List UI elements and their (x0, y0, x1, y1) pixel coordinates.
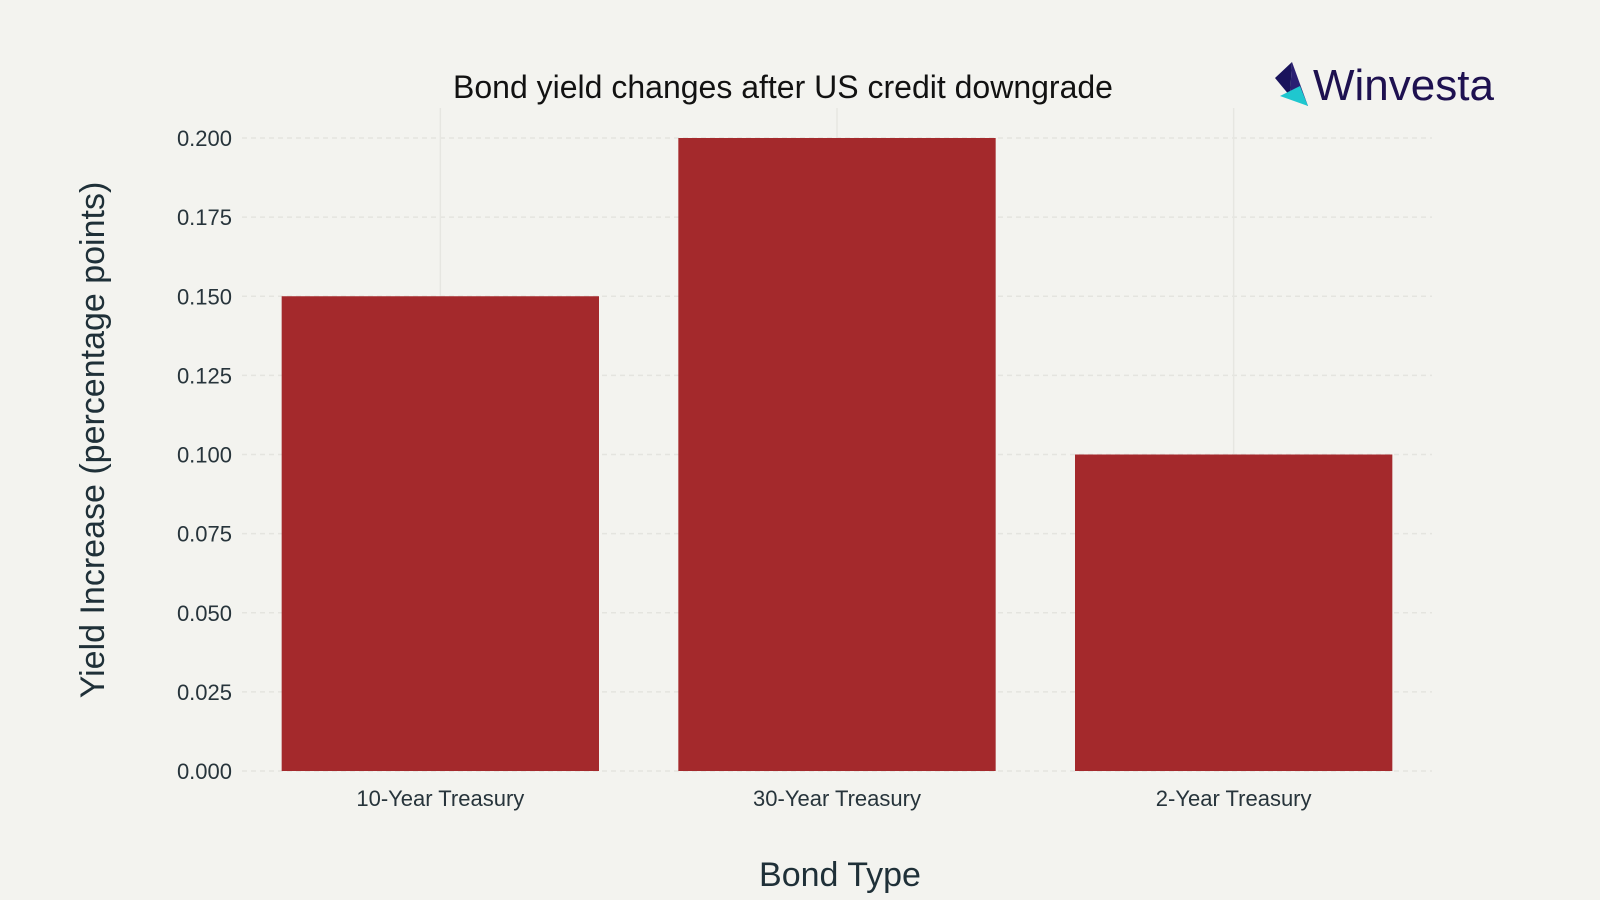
y-tick-label: 0.075 (177, 522, 232, 547)
brand-name: Winvesta (1313, 61, 1494, 110)
y-tick-label: 0.025 (177, 680, 232, 705)
y-tick-label: 0.050 (177, 601, 232, 626)
x-tick-label: 30-Year Treasury (753, 786, 921, 811)
bar-2-year-treasury (1075, 454, 1393, 771)
x-tick-label: 2-Year Treasury (1156, 786, 1312, 811)
y-tick-label: 0.100 (177, 443, 232, 468)
bar-10-year-treasury (281, 296, 599, 771)
y-tick-label: 0.000 (177, 759, 232, 784)
y-axis-ticks: 0.000 0.025 0.050 0.075 0.100 0.125 0.150 0.175… (177, 126, 232, 784)
y-tick-label: 0.150 (177, 284, 232, 309)
y-tick-label: 0.200 (177, 126, 232, 151)
chart-title: Bond yield changes after US credit downg… (453, 69, 1113, 105)
x-tick-label: 10-Year Treasury (356, 786, 524, 811)
brand-logo: Winvesta (1275, 61, 1494, 110)
bars (281, 138, 1393, 771)
y-tick-label: 0.125 (177, 363, 232, 388)
y-axis-title: Yield Increase (percentage points) (74, 182, 112, 699)
origami-bird-icon (1275, 62, 1308, 106)
x-axis-ticks: 10-Year Treasury 30-Year Treasury 2-Year T… (356, 786, 1311, 811)
y-tick-label: 0.175 (177, 205, 232, 230)
x-axis-title: Bond Type (759, 856, 921, 894)
bar-30-year-treasury (678, 138, 996, 771)
